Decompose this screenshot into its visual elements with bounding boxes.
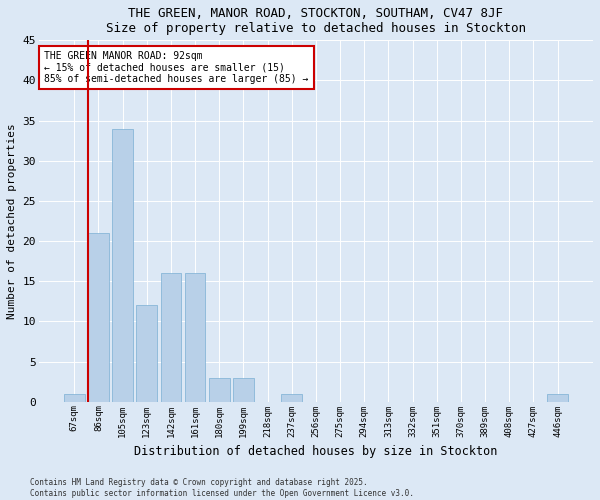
Bar — [64, 394, 85, 402]
Bar — [88, 233, 109, 402]
Text: THE GREEN MANOR ROAD: 92sqm
← 15% of detached houses are smaller (15)
85% of sem: THE GREEN MANOR ROAD: 92sqm ← 15% of det… — [44, 51, 308, 84]
Bar — [233, 378, 254, 402]
Title: THE GREEN, MANOR ROAD, STOCKTON, SOUTHAM, CV47 8JF
Size of property relative to : THE GREEN, MANOR ROAD, STOCKTON, SOUTHAM… — [106, 7, 526, 35]
Text: Contains HM Land Registry data © Crown copyright and database right 2025.
Contai: Contains HM Land Registry data © Crown c… — [30, 478, 414, 498]
Bar — [209, 378, 230, 402]
Bar — [112, 128, 133, 402]
Bar — [136, 306, 157, 402]
X-axis label: Distribution of detached houses by size in Stockton: Distribution of detached houses by size … — [134, 445, 497, 458]
Bar — [161, 273, 181, 402]
Bar — [185, 273, 205, 402]
Y-axis label: Number of detached properties: Number of detached properties — [7, 123, 17, 319]
Bar — [281, 394, 302, 402]
Bar — [547, 394, 568, 402]
